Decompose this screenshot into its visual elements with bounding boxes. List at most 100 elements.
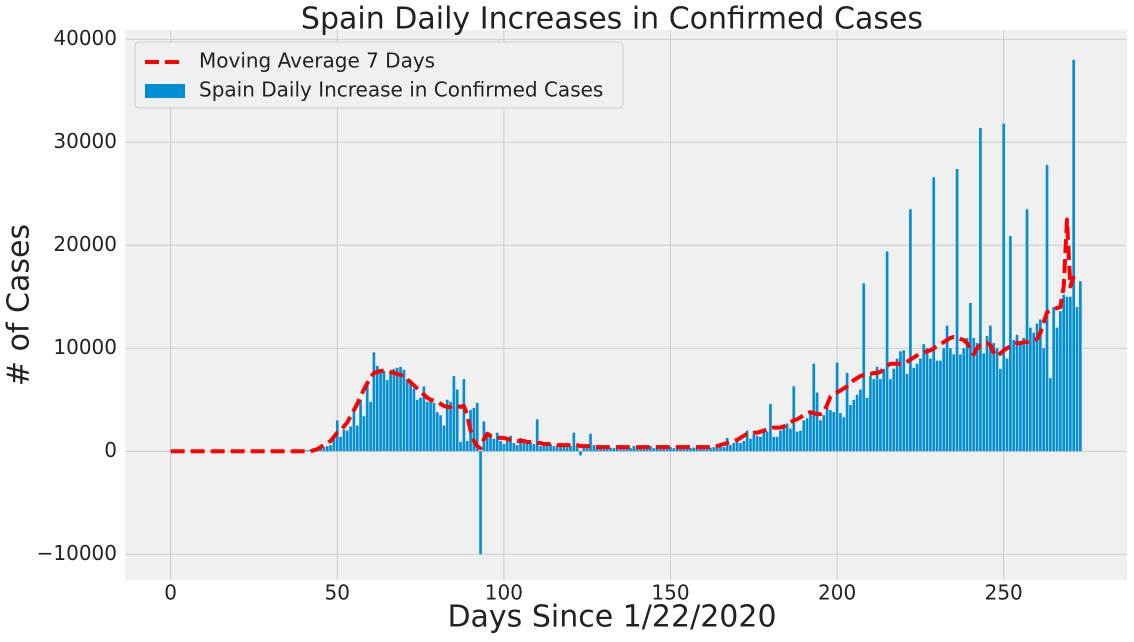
bar [322, 447, 326, 452]
bar [829, 410, 832, 452]
bar [539, 446, 542, 452]
bar [445, 399, 449, 452]
bar [972, 337, 976, 452]
x-tick-label: 150 [651, 581, 689, 605]
bar [795, 431, 799, 452]
bar [432, 402, 436, 452]
bar [359, 399, 362, 452]
y-tick-label: 30000 [53, 129, 117, 153]
bar [689, 448, 692, 452]
bar [712, 447, 716, 452]
y-tick-label: −10000 [37, 541, 117, 565]
bar [439, 415, 442, 452]
bar [605, 448, 609, 452]
bar [389, 372, 392, 452]
bar [779, 430, 782, 452]
bar [1039, 319, 1042, 452]
bar [542, 443, 546, 452]
bar [559, 445, 562, 452]
bar [332, 438, 336, 452]
bar [362, 416, 366, 452]
bar [1009, 235, 1012, 452]
bar [342, 429, 346, 452]
x-tick-label: 100 [485, 581, 523, 605]
bar [939, 360, 942, 452]
bar [765, 431, 769, 452]
bar [305, 450, 309, 452]
bar [659, 447, 662, 452]
bar [429, 399, 432, 452]
bar [695, 448, 699, 452]
bar [599, 447, 602, 452]
bar [395, 367, 399, 452]
bar [519, 437, 522, 452]
bar [769, 403, 772, 452]
bar [1065, 296, 1069, 452]
bar [1052, 307, 1056, 452]
bar [662, 448, 666, 452]
bar [495, 432, 499, 452]
bar [885, 251, 889, 452]
bar [955, 169, 959, 452]
bar [502, 444, 506, 452]
x-tick-label: 50 [325, 581, 350, 605]
bar [672, 448, 676, 452]
y-tick-label: 0 [104, 438, 117, 462]
y-tick-label: 20000 [53, 232, 117, 256]
bar [382, 370, 386, 452]
bar [982, 353, 986, 452]
bar [409, 380, 412, 452]
bar [832, 412, 836, 452]
bar [509, 435, 512, 452]
bar [999, 368, 1002, 452]
bar [459, 441, 462, 452]
bar [812, 363, 816, 452]
bar [532, 444, 536, 452]
bar [805, 418, 809, 452]
bar [1002, 123, 1006, 452]
bar [399, 366, 402, 452]
bar [1019, 343, 1022, 452]
bar [742, 440, 746, 452]
bar [419, 397, 422, 452]
bar [642, 447, 646, 452]
bar [799, 430, 802, 452]
bar [745, 430, 749, 452]
bar [379, 368, 382, 452]
bar [392, 368, 396, 452]
bar [595, 448, 599, 452]
bar [1079, 281, 1082, 452]
bar [705, 448, 709, 452]
bar [515, 445, 519, 452]
legend-swatch [145, 84, 185, 98]
bar [1042, 348, 1046, 452]
bar [859, 389, 862, 452]
bar [375, 365, 379, 452]
bar [575, 447, 579, 452]
bar [925, 348, 929, 452]
bar [329, 445, 332, 452]
bar [632, 446, 636, 452]
bar [759, 436, 762, 452]
bar [1059, 311, 1062, 452]
bar [412, 388, 416, 452]
bar [849, 404, 852, 452]
bar [922, 344, 926, 452]
y-axis-label: # of Cases [2, 224, 37, 386]
bar [959, 354, 962, 452]
bar [865, 397, 869, 452]
bar [902, 350, 906, 452]
bar [475, 402, 479, 452]
bar [749, 438, 752, 452]
bar [625, 447, 629, 452]
bar [839, 413, 842, 452]
bar [979, 127, 982, 452]
bar [842, 417, 846, 452]
bar [702, 447, 706, 452]
bar [442, 425, 446, 452]
bar [465, 440, 469, 452]
bar [995, 348, 999, 452]
bar [882, 368, 886, 452]
bar [802, 420, 806, 452]
